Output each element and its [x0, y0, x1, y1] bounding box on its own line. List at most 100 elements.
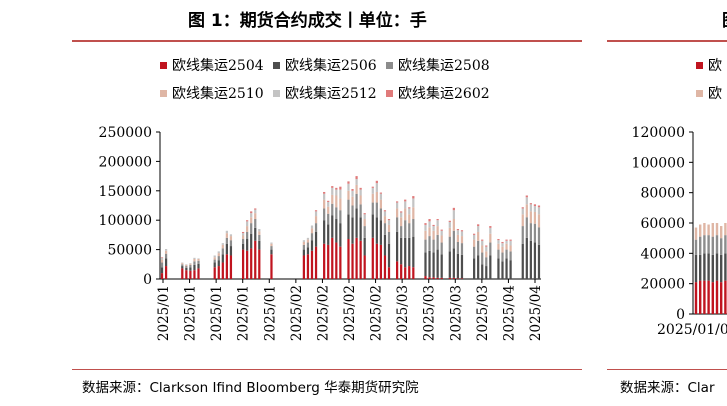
bar-segment-2504 — [351, 243, 354, 279]
bar-segment-2504 — [452, 277, 455, 279]
bar-segment-2504 — [270, 254, 273, 279]
bar-segment-2504 — [363, 255, 366, 279]
bar-segment-2510 — [241, 235, 245, 240]
bar-segment-2506 — [302, 249, 305, 256]
bar-segment-2602 — [456, 229, 460, 231]
bar-segment-2510 — [485, 251, 488, 258]
bar-segment-2504 — [314, 246, 318, 279]
bar-segment-2602 — [428, 219, 431, 222]
bar-segment-2510 — [460, 236, 464, 244]
bar-segment-2512 — [379, 193, 383, 200]
bar-segment-2512 — [412, 198, 415, 208]
bar-segment-2504 — [339, 246, 342, 279]
right-y-tick-label: 80000 — [640, 186, 685, 202]
bar-segment-2506 — [217, 260, 220, 267]
bar-segment-2506 — [408, 237, 411, 267]
bar-segment-2508 — [537, 227, 541, 245]
bar-segment-2512 — [225, 230, 228, 234]
bar-segment-2510 — [396, 208, 399, 218]
bar-segment-2506 — [363, 237, 366, 256]
bar-segment-2504 — [375, 243, 378, 279]
right-bar-segment-2506 — [699, 254, 702, 281]
bar-segment-2506 — [359, 217, 362, 241]
bar-segment-2508 — [485, 257, 488, 267]
bar-segment-2506 — [314, 231, 318, 247]
bar-segment-2510 — [246, 226, 249, 232]
bar-segment-2504 — [160, 273, 164, 279]
bar-segment-2506 — [306, 247, 310, 255]
right-bar-segment-2504 — [715, 280, 719, 314]
bar-segment-2506 — [371, 214, 374, 238]
right-bar-segment-2504 — [703, 280, 706, 314]
x-tick-label: 2025/01 — [209, 285, 225, 341]
bar-segment-2504 — [221, 262, 224, 279]
bar-segment-2510 — [314, 216, 318, 224]
bar-segment-2512 — [387, 220, 391, 225]
bar-segment-2512 — [160, 257, 164, 260]
bar-segment-2504 — [225, 254, 228, 279]
bar-segment-2602 — [424, 223, 427, 225]
left-source-note: 数据来源：Clarkson Ifind Bloomberg 华泰期货研究院 — [82, 380, 419, 396]
bar-segment-2508 — [310, 233, 314, 241]
right-bar-segment-2508 — [707, 235, 710, 254]
right-legend-swatch-2510 — [696, 90, 703, 97]
right-bar-segment-2504 — [707, 280, 710, 314]
right-bar-segment-2506 — [707, 253, 710, 281]
bar-segment-2506 — [521, 243, 524, 279]
bar-segment-2508 — [505, 249, 508, 259]
bar-segment-2504 — [331, 237, 334, 279]
bar-segment-2510 — [339, 198, 342, 211]
bar-segment-2512 — [270, 242, 273, 244]
bar-segment-2508 — [241, 239, 245, 244]
y-tick-label: 250000 — [99, 125, 152, 141]
right-title-rule — [607, 40, 727, 42]
right-bar-segment-2506 — [711, 254, 714, 283]
bar-segment-2512 — [448, 221, 451, 228]
bar-segment-2506 — [477, 255, 480, 279]
right-chart-title: 图 — [722, 6, 727, 31]
bar-segment-2506 — [327, 224, 330, 245]
bar-segment-2512 — [509, 240, 512, 246]
bar-segment-2508 — [254, 219, 257, 228]
x-tick-label: 2025/04 — [501, 285, 517, 341]
bar-segment-2510 — [489, 233, 492, 243]
x-tick-label: 2025/03 — [475, 285, 491, 341]
bar-segment-2508 — [396, 217, 399, 232]
bar-segment-2510 — [363, 219, 366, 227]
bar-segment-2512 — [477, 226, 480, 232]
bar-segment-2512 — [363, 214, 366, 220]
bar-segment-2506 — [489, 255, 492, 279]
bar-segment-2510 — [331, 194, 334, 204]
bar-segment-2508 — [456, 241, 460, 254]
bar-segment-2602 — [254, 208, 257, 210]
bar-segment-2506 — [351, 217, 354, 244]
bar-segment-2506 — [460, 254, 464, 279]
bar-segment-2506 — [375, 217, 378, 244]
bar-segment-2504 — [335, 242, 338, 279]
right-bar-segment-2508 — [703, 235, 706, 254]
bar-segment-2602 — [331, 186, 334, 188]
bar-segment-2504 — [310, 250, 314, 279]
bar-segment-2504 — [164, 266, 168, 279]
bar-segment-2602 — [160, 257, 164, 258]
left-chart-title: 图 1：期货合约成交丨单位：手 — [188, 11, 427, 31]
bar-segment-2504 — [181, 268, 184, 279]
bar-segment-2602 — [383, 210, 387, 212]
bar-segment-2512 — [189, 263, 192, 264]
bar-segment-2506 — [456, 253, 460, 279]
bar-segment-2512 — [456, 230, 460, 235]
bar-segment-2510 — [197, 259, 200, 261]
bar-segment-2510 — [347, 190, 350, 200]
bar-segment-2506 — [197, 263, 200, 269]
bar-segment-2504 — [246, 250, 249, 279]
legend-swatch-2512 — [273, 90, 280, 97]
bar-segment-2512 — [258, 229, 261, 232]
bar-segment-2506 — [473, 258, 476, 279]
bar-segment-2504 — [448, 277, 451, 279]
bar-segment-2512 — [250, 213, 253, 218]
bar-segment-2512 — [383, 211, 387, 217]
legend-swatch-2504 — [160, 62, 167, 69]
bar-segment-2602 — [408, 207, 411, 209]
bar-segment-2512 — [241, 233, 245, 236]
left-title-rule — [72, 40, 582, 42]
